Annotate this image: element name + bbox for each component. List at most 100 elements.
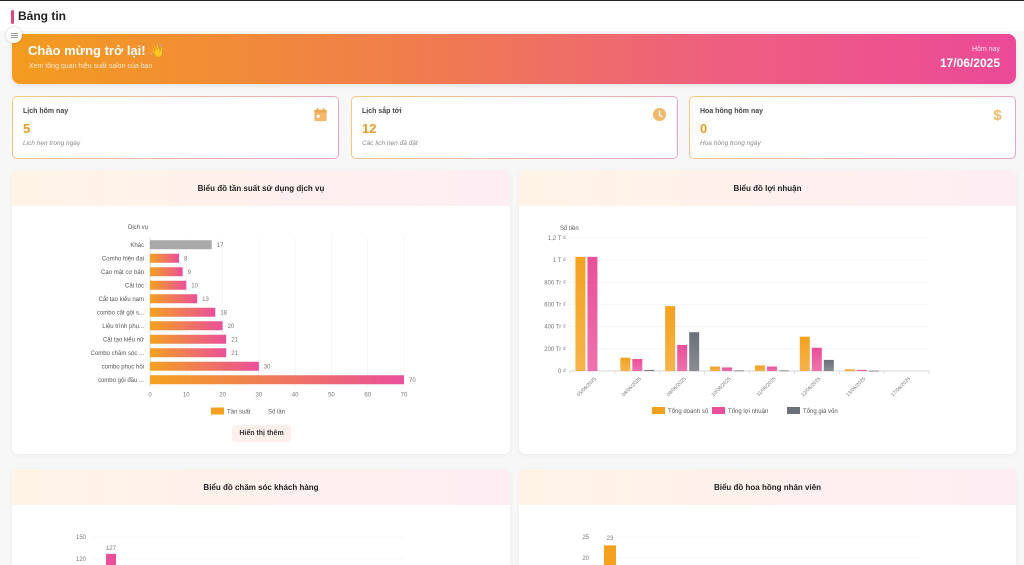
bar [106, 553, 116, 565]
bar [150, 348, 227, 358]
bar [689, 332, 700, 371]
customer-care-chart: 120 150 127 [76, 535, 404, 565]
stat-desc: Hoa hồng trong ngày [700, 140, 761, 147]
category-label: Liệu trình phụ... [102, 324, 144, 330]
service-frequency-panel: Biểu đồ tần suất sử dụng dịch vụ Dịch vụ… [12, 170, 510, 454]
bar-value-label: 10 [191, 283, 198, 289]
category-label: Comho hiện đại [102, 256, 144, 262]
bar-value-label: 30 [264, 364, 271, 370]
bar [856, 369, 867, 371]
bar-value-label: 8 [184, 256, 188, 262]
today-label: Hôm nay [971, 46, 1000, 53]
stat-label: Lịch hôm nay [23, 108, 69, 115]
show-more-button[interactable]: Hiển thị thêm [232, 425, 291, 442]
bar [722, 367, 733, 371]
x-tick-label: 30 [256, 393, 263, 399]
bar [150, 267, 183, 277]
bar [150, 375, 404, 385]
x-tick-label: 09/06/2025 [666, 376, 688, 398]
y-tick-label: 120 [76, 557, 87, 563]
top-bar: Bảng tin [0, 1, 1024, 31]
bar-value-label: 70 [409, 378, 416, 384]
bar-value-label: 9 [188, 270, 192, 276]
category-label: Combo chăm sóc ... [91, 351, 145, 357]
x-tick-label: 13/06/2025 [845, 376, 867, 398]
category-label: Cắt tạo kiểu nam [99, 296, 144, 303]
today-date: 17/06/2025 [939, 56, 1000, 70]
y-axis-title: Số tiền [560, 226, 579, 232]
legend-label: Tần suất [227, 410, 251, 416]
y-tick-label: 1,2 T ₫ [548, 236, 566, 242]
page-title: Bảng tin [18, 9, 66, 23]
category-label: Cắt tóc [125, 282, 144, 289]
svg-text:$: $ [993, 107, 1002, 122]
category-label: Cạo mặt cơ bản [101, 270, 144, 276]
stat-label: Lịch sắp tới [362, 108, 402, 115]
y-tick-label: 150 [76, 535, 87, 541]
list-icon [10, 32, 18, 38]
bar [150, 294, 198, 304]
calendar-icon [314, 107, 327, 122]
x-tick-label: 0 [148, 393, 152, 399]
bar [644, 369, 655, 371]
x-tick-label: 10 [183, 393, 190, 399]
legend-label: Tổng giá vốn [803, 408, 838, 415]
y-tick-label: 20 [582, 556, 589, 562]
bar [150, 280, 187, 290]
bar [150, 334, 227, 344]
legend-label: Số lần [268, 410, 285, 416]
category-label: combo phục hồi [102, 364, 144, 370]
bar-value-label: 21 [231, 351, 238, 357]
bar [604, 545, 616, 565]
category-label: Khác [130, 243, 144, 249]
x-tick-label: 05/06/2025 [576, 376, 598, 398]
x-tick-label: 08/06/2025 [621, 376, 643, 398]
legend-swatch [211, 407, 224, 415]
bar [632, 359, 643, 371]
bar [844, 369, 855, 371]
y-tick-label: 0 ₫ [558, 369, 566, 375]
legend-label: Tổng doanh số [668, 408, 709, 415]
y-tick-label: 600 Tr ₫ [544, 303, 566, 309]
bar [150, 307, 216, 317]
clock-icon [652, 107, 667, 122]
stat-desc: Lịch hẹn trong ngày [23, 140, 81, 147]
welcome-banner: Chào mừng trở lại! 👋 Xem tổng quan hiệu … [12, 34, 1016, 84]
dollar-icon: $ [993, 107, 1002, 122]
menu-toggle-button[interactable] [6, 27, 22, 43]
legend-swatch [712, 407, 725, 414]
x-tick-label: 70 [401, 393, 408, 399]
category-label: Cắt tạo kiểu nữ [103, 336, 144, 343]
bar [734, 370, 745, 372]
bar [778, 370, 789, 372]
stat-value: 12 [362, 121, 377, 136]
panel-title: Biểu đồ tần suất sử dụng dịch vụ [12, 170, 510, 206]
x-tick-label: 17/06/2025 [890, 376, 912, 398]
welcome-heading: Chào mừng trở lại! 👋 [28, 43, 166, 58]
stat-label: Hoa hồng hôm nay [700, 108, 763, 115]
bar-value-label: 17 [217, 243, 224, 249]
profit-panel: Biểu đồ lợi nhuận Số tiền 0 ₫ 200 Tr ₫ 400 … [519, 170, 1016, 454]
y-tick-label: 25 [582, 535, 589, 541]
x-tick-label: 12/06/2025 [800, 376, 822, 398]
stat-card-today-appointments: Lịch hôm nay 5 Lịch hẹn trong ngày [12, 96, 339, 159]
bar [766, 366, 777, 371]
bar [823, 359, 834, 371]
bar-value-label: 127 [106, 546, 117, 552]
y-axis-title: Dịch vụ [128, 225, 148, 231]
stat-value: 5 [23, 121, 31, 136]
bar [620, 357, 631, 371]
category-label: combo cắt gội s... [97, 309, 144, 316]
x-tick-label: 11/06/2025 [756, 376, 778, 398]
bar-value-label: 21 [231, 337, 238, 343]
bar [665, 306, 676, 371]
stat-card-today-commission: Hoa hồng hôm nay 0 Hoa hồng trong ngày $ [689, 96, 1016, 159]
x-tick-label: 20 [219, 393, 226, 399]
bar-value-label: 20 [228, 324, 235, 330]
panel-title: Biểu đồ hoa hồng nhân viên [519, 469, 1016, 505]
bar [710, 366, 721, 371]
bar [150, 240, 212, 250]
service-frequency-chart: Dịch vụ 0 10 20 30 40 50 60 70 Khác 17 Comho hiện đ… [91, 225, 417, 416]
panel-title: Biểu đồ lợi nhuận [519, 170, 1016, 206]
bar [677, 344, 688, 371]
